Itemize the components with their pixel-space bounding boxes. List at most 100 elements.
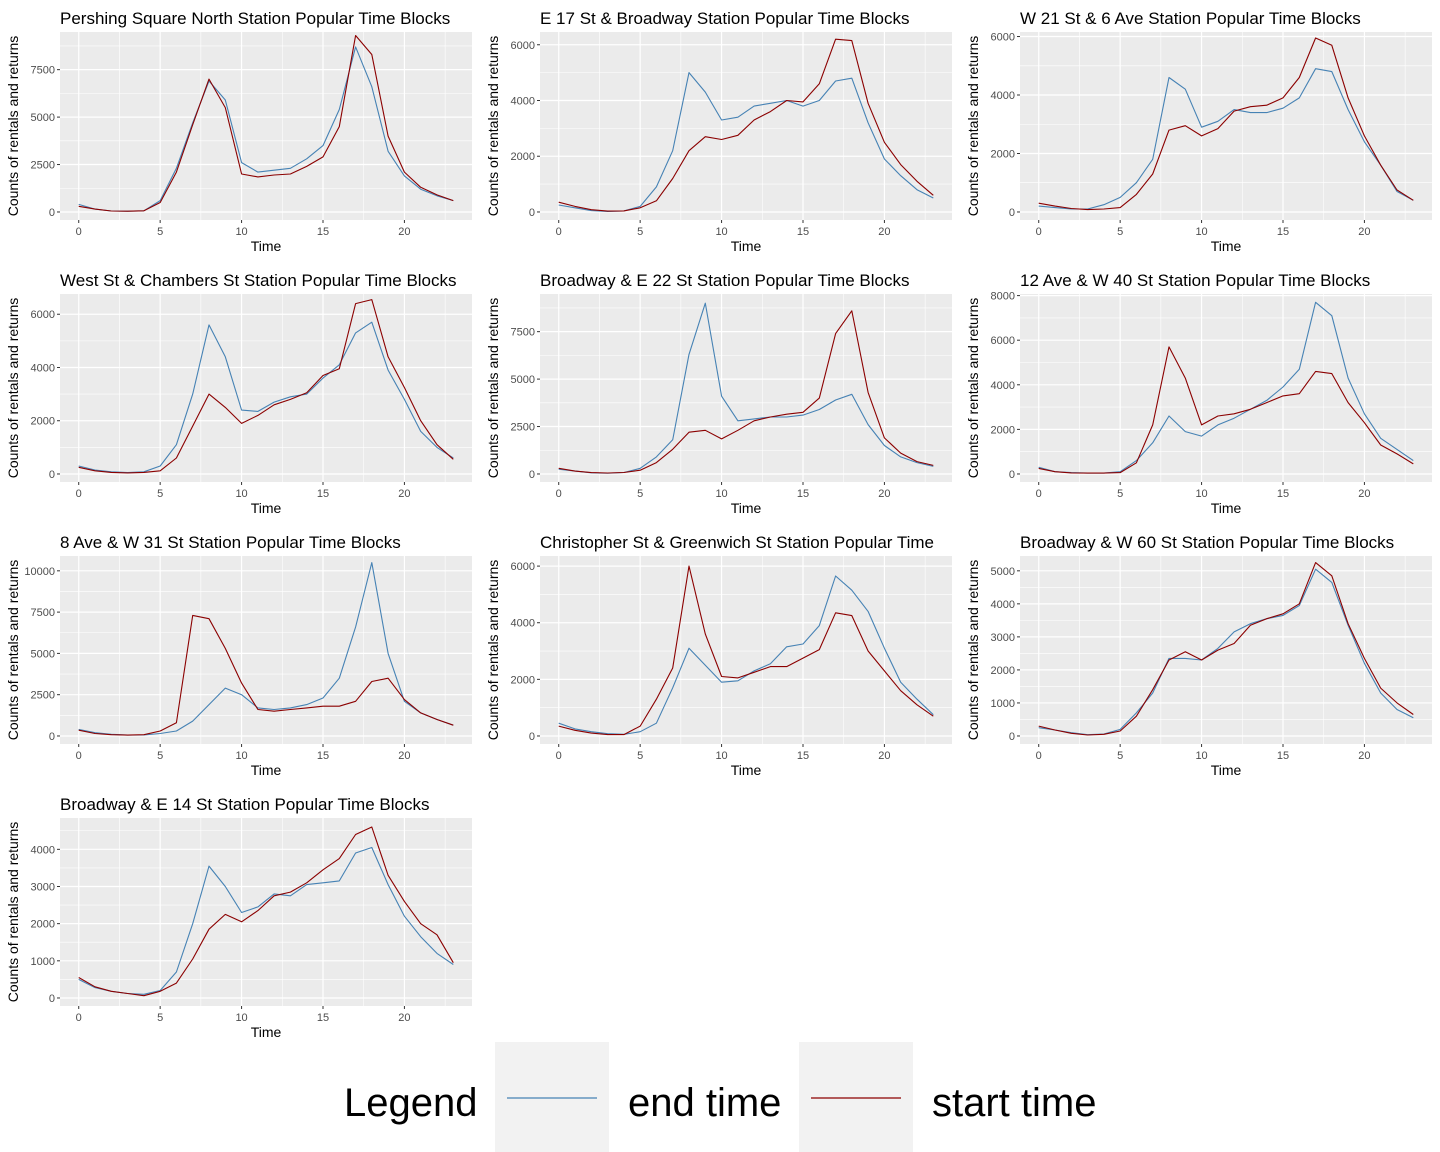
- y-tick-label: 5000: [511, 374, 535, 386]
- y-tick-label: 0: [49, 207, 55, 219]
- x-tick-label: 10: [715, 750, 727, 762]
- x-axis-label: Time: [251, 500, 282, 516]
- series-line-start-time: [78, 826, 454, 997]
- x-axis-label: Time: [731, 762, 762, 778]
- x-tick-label: 0: [556, 750, 562, 762]
- y-axis-label: Counts of rentals and returns: [965, 36, 981, 217]
- series-line-start-time: [78, 299, 454, 474]
- x-tick-label: 5: [157, 750, 163, 762]
- y-tick-label: 0: [1009, 731, 1015, 743]
- x-tick-label: 10: [235, 226, 247, 238]
- y-tick-label: 6000: [991, 335, 1015, 347]
- y-tick-label: 0: [529, 469, 535, 481]
- x-tick-label: 15: [797, 488, 809, 500]
- x-tick-label: 10: [1195, 488, 1207, 500]
- x-tick-label: 10: [235, 750, 247, 762]
- x-tick-label: 0: [1036, 488, 1042, 500]
- x-tick-label: 10: [1195, 750, 1207, 762]
- legend-key-start-time: [799, 1042, 913, 1152]
- chart-title: Broadway & E 14 St Station Popular Time …: [60, 795, 429, 814]
- x-tick-label: 15: [1277, 226, 1289, 238]
- y-tick-label: 8000: [991, 291, 1015, 303]
- legend: Legend end time start time: [344, 1042, 1096, 1152]
- y-tick-label: 2000: [991, 424, 1015, 436]
- x-tick-label: 15: [317, 750, 329, 762]
- x-tick-label: 20: [398, 1012, 410, 1024]
- y-axis-label: Counts of rentals and returns: [485, 36, 501, 217]
- x-tick-label: 5: [1117, 750, 1123, 762]
- plot-background: [1020, 32, 1432, 220]
- y-tick-label: 5000: [31, 648, 55, 660]
- chart-panel-6: 0 5 10 15 20 0 2000 4000 6000 8000 12 Ave & W 40 S…: [965, 271, 1432, 516]
- x-tick-label: 20: [878, 226, 890, 238]
- y-tick-label: 4000: [991, 90, 1015, 102]
- x-tick-label: 0: [1036, 750, 1042, 762]
- series-line-end-time: [78, 846, 454, 995]
- x-axis-label: Time: [251, 238, 282, 254]
- x-tick-label: 10: [235, 488, 247, 500]
- y-axis-label: Counts of rentals and returns: [5, 36, 21, 217]
- x-axis-label: Time: [1211, 762, 1242, 778]
- y-tick-label: 7500: [31, 607, 55, 619]
- chart-panel-9: 0 5 10 15 20 0 1000 2000 3000 4000 5000 Broadway & …: [965, 533, 1432, 778]
- legend-title: Legend: [344, 1081, 477, 1125]
- x-tick-label: 5: [637, 750, 643, 762]
- y-tick-label: 2500: [31, 690, 55, 702]
- x-tick-label: 0: [1036, 226, 1042, 238]
- x-axis-label: Time: [731, 500, 762, 516]
- y-tick-label: 6000: [511, 561, 535, 573]
- x-tick-label: 20: [398, 488, 410, 500]
- y-tick-label: 5000: [991, 566, 1015, 578]
- chart-panel-10: 0 5 10 15 20 0 1000 2000 3000 4000 Broadway & E 14…: [5, 795, 472, 1040]
- x-tick-label: 20: [398, 750, 410, 762]
- y-tick-label: 0: [529, 731, 535, 743]
- chart-panel-2: 0 5 10 15 20 0 2000 4000 6000 E 17 St & Broadway …: [485, 9, 952, 254]
- series-line-start-time: [558, 38, 934, 212]
- chart-panel-7: 0 5 10 15 20 0 2500 5000 7500 10000 8 Ave & W 31 S…: [5, 533, 472, 778]
- x-tick-label: 20: [1358, 226, 1370, 238]
- y-tick-label: 4000: [991, 380, 1015, 392]
- y-tick-label: 4000: [31, 844, 55, 856]
- x-axis-label: Time: [251, 762, 282, 778]
- y-tick-label: 1000: [31, 956, 55, 968]
- chart-title: 8 Ave & W 31 St Station Popular Time Blo…: [60, 533, 401, 552]
- y-tick-label: 2000: [991, 665, 1015, 677]
- x-tick-label: 0: [76, 226, 82, 238]
- y-tick-label: 10000: [24, 566, 55, 578]
- series-line-start-time: [78, 34, 454, 212]
- x-tick-label: 20: [878, 488, 890, 500]
- y-tick-label: 0: [1009, 207, 1015, 219]
- x-axis-label: Time: [1211, 238, 1242, 254]
- y-tick-label: 6000: [31, 309, 55, 321]
- chart-title: Broadway & W 60 St Station Popular Time …: [1020, 533, 1394, 552]
- y-axis-label: Counts of rentals and returns: [485, 560, 501, 741]
- chart-title: Broadway & E 22 St Station Popular Time …: [540, 271, 909, 290]
- y-tick-label: 4000: [511, 95, 535, 107]
- y-tick-label: 2000: [31, 919, 55, 931]
- y-tick-label: 2000: [511, 674, 535, 686]
- x-tick-label: 10: [715, 488, 727, 500]
- chart-title: 12 Ave & W 40 St Station Popular Time Bl…: [1020, 271, 1370, 290]
- y-tick-label: 3000: [991, 632, 1015, 644]
- series-line-end-time: [1038, 68, 1414, 210]
- chart-panel-1: 0 5 10 15 20 0 2500 5000 7500 Pershing Square Nor…: [5, 9, 472, 254]
- plot-background: [1020, 294, 1432, 482]
- chart-title: West St & Chambers St Station Popular Ti…: [60, 271, 457, 290]
- x-tick-label: 15: [317, 1012, 329, 1024]
- plot-background: [540, 32, 952, 220]
- legend-label-start-time: start time: [932, 1081, 1096, 1125]
- y-tick-label: 0: [529, 207, 535, 219]
- plot-background: [60, 818, 472, 1006]
- y-tick-label: 4000: [511, 618, 535, 630]
- x-tick-label: 5: [157, 226, 163, 238]
- x-axis-label: Time: [731, 238, 762, 254]
- y-tick-label: 6000: [991, 32, 1015, 44]
- chart-title: E 17 St & Broadway Station Popular Time …: [540, 9, 909, 28]
- plot-background: [1020, 556, 1432, 744]
- x-tick-label: 10: [1195, 226, 1207, 238]
- x-tick-label: 5: [157, 488, 163, 500]
- x-tick-label: 5: [637, 226, 643, 238]
- series-line-start-time: [1038, 562, 1414, 736]
- x-tick-label: 5: [157, 1012, 163, 1024]
- y-tick-label: 2000: [991, 148, 1015, 160]
